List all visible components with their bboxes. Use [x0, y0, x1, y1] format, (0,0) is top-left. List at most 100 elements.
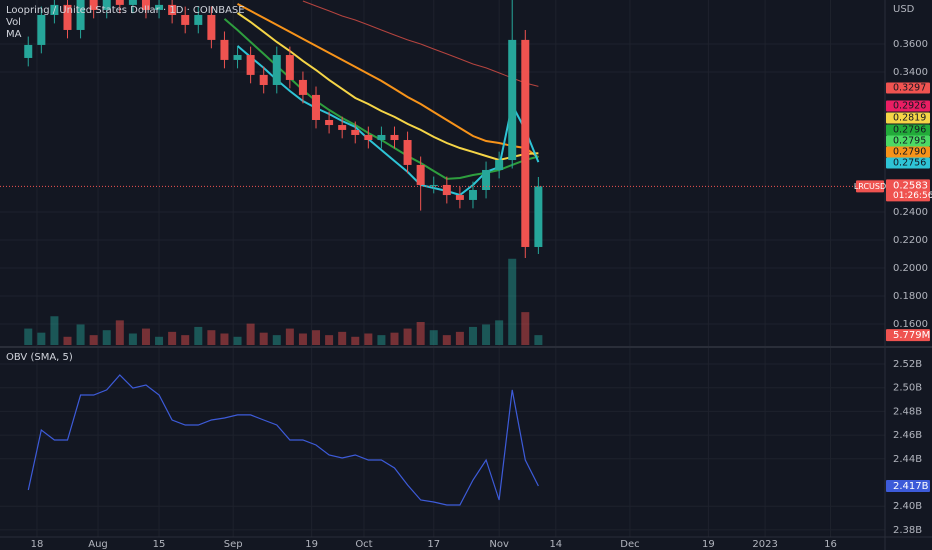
- obv-badge-label: 2.417B: [893, 481, 929, 492]
- volume-badge: [886, 329, 930, 342]
- candle-body: [50, 4, 59, 15]
- volume-bar: [115, 320, 124, 345]
- last-price-badge: [886, 179, 930, 202]
- volume-bar: [338, 331, 347, 345]
- candle-body: [455, 195, 464, 200]
- price-badge-label: 0.2926: [893, 101, 926, 112]
- price-badge-label: 0.2790: [893, 147, 926, 158]
- volume-bar: [325, 335, 334, 345]
- candle-body: [37, 14, 46, 45]
- volume-bar: [377, 335, 386, 345]
- volume-bar: [364, 333, 373, 345]
- candle-body: [89, 0, 98, 10]
- volume-bar: [495, 320, 504, 345]
- x-tick-label: Sep: [224, 539, 243, 550]
- volume-bar: [259, 332, 268, 345]
- candle-body: [63, 4, 72, 30]
- x-tick-label: 2023: [752, 539, 777, 550]
- volume-bar: [155, 336, 164, 345]
- volume-bar: [455, 331, 464, 345]
- volume-bar: [416, 322, 425, 345]
- volume-bar: [194, 326, 203, 345]
- symbol-legend: Loopring / United States Dollar · 1D · C…: [6, 5, 245, 16]
- volume-bar: [220, 333, 229, 345]
- ma-line: [302, 0, 539, 87]
- volume-bar: [246, 323, 255, 345]
- candle-body: [102, 0, 111, 10]
- volume-bar: [128, 333, 137, 345]
- y-tick-label: 0.2200: [893, 235, 928, 246]
- y-tick-label: 2.48B: [893, 406, 922, 417]
- candle-body: [495, 160, 504, 170]
- price-badge-label: 0.2795: [893, 136, 926, 147]
- y-tick-label: 2.52B: [893, 359, 922, 370]
- candle-body: [403, 140, 412, 165]
- price-badge-label: 0.2819: [893, 113, 926, 124]
- candle-body: [325, 119, 334, 126]
- candle-body: [338, 125, 347, 130]
- y-tick-label: 0.2400: [893, 207, 928, 218]
- volume-bar: [24, 328, 33, 345]
- candle-body: [298, 79, 307, 95]
- candle-body: [24, 44, 33, 58]
- y-tick-label: 2.40B: [893, 501, 922, 512]
- candle-body: [220, 39, 229, 60]
- price-badge-label: 0.2796: [893, 125, 926, 136]
- candle-body: [76, 0, 85, 30]
- candle-body: [377, 134, 386, 141]
- price-badge: [886, 146, 930, 158]
- candle-body: [115, 0, 124, 5]
- volume-bar: [50, 316, 59, 345]
- volume-bar: [102, 330, 111, 345]
- volume-bar: [89, 335, 98, 345]
- obv-line: [27, 374, 539, 506]
- volume-bar: [63, 336, 72, 345]
- volume-bar: [521, 312, 530, 345]
- last-price-label: 0.2583: [893, 180, 928, 191]
- y-tick-label: 2.50B: [893, 383, 922, 394]
- axis-unit: USD: [893, 4, 915, 15]
- symbol-tag-bg: [856, 180, 884, 193]
- price-badge: [886, 82, 930, 94]
- candle-body: [508, 39, 517, 161]
- axes: 18 Aug 15 Sep 19 Oct 17 Nov 14 Dec 19 2023 16 0.1600 0…: [31, 39, 932, 550]
- candle-body: [259, 74, 268, 85]
- candle-body: [534, 186, 543, 247]
- ma-legend: MA: [6, 29, 22, 40]
- price-badge-label: 0.2756: [893, 158, 926, 169]
- x-tick-label: 18: [31, 539, 44, 550]
- y-tick-label: 0.1800: [893, 291, 928, 302]
- candle-body: [207, 14, 216, 40]
- ma-line: [236, 12, 539, 162]
- y-tick-label: 0.1600: [893, 319, 928, 330]
- candle-body: [390, 134, 399, 141]
- candle-body: [442, 184, 451, 196]
- candle-body: [521, 39, 530, 247]
- candle-body: [468, 190, 477, 200]
- candle-body: [128, 0, 137, 5]
- volume-legend: Vol: [6, 17, 21, 28]
- volume-bar: [390, 332, 399, 345]
- x-tick-label: 19: [702, 539, 715, 550]
- x-tick-label: 17: [427, 539, 440, 550]
- price-badge: [886, 135, 930, 147]
- volume-bar: [298, 333, 307, 345]
- x-tick-label: 16: [824, 539, 837, 550]
- volume-badge-label: 5.779M: [893, 330, 930, 341]
- price-pane: [0, 0, 885, 345]
- ma-line: [237, 3, 539, 159]
- volume-bar: [482, 324, 491, 345]
- x-tick-label: Aug: [88, 539, 108, 550]
- x-tick-label: 15: [153, 539, 166, 550]
- candle-body: [246, 55, 255, 75]
- volume-bar: [508, 258, 517, 345]
- y-tick-label: 2.44B: [893, 454, 922, 465]
- candle-body: [141, 0, 150, 10]
- x-tick-label: 19: [305, 539, 318, 550]
- x-tick-label: Dec: [620, 539, 639, 550]
- candle-body: [194, 14, 203, 25]
- candle-body: [181, 14, 190, 25]
- y-tick-label: 2.38B: [893, 525, 922, 536]
